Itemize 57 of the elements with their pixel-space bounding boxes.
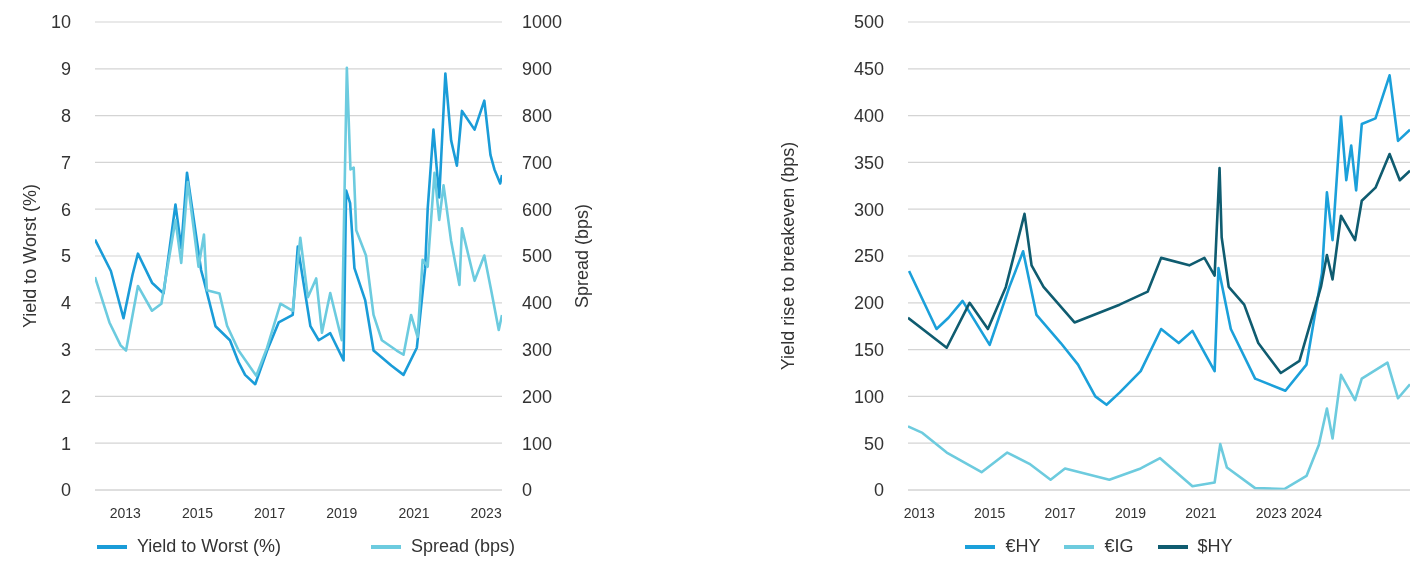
y-tick-label: 6: [60, 199, 71, 220]
y-tick-label: 200: [853, 293, 884, 314]
x-tick-label: 2017: [254, 504, 286, 521]
legend-label: Spread (bps): [410, 536, 516, 557]
line-series: [908, 152, 1410, 375]
y-tick-label: 100: [853, 386, 884, 407]
y-tick-label: 0: [873, 480, 884, 501]
x-tick-label: 2023: [1255, 504, 1288, 521]
y-tick-label: 4: [60, 293, 71, 314]
x-tick-label: 2015: [974, 504, 1006, 521]
x-tick-label: 2017: [1044, 504, 1076, 521]
y2-tick-label: 300: [522, 339, 553, 360]
y-tick-label: 2: [60, 386, 71, 407]
y-tick-label: 10: [50, 12, 71, 33]
y-tick-label: 300: [853, 199, 884, 220]
y2-tick-label: 700: [522, 152, 553, 173]
x-tick-label: 2021: [398, 504, 430, 521]
legend-label: €HY: [1005, 536, 1041, 557]
y-tick-label: 350: [853, 152, 884, 173]
x-tick-label: 2023: [470, 504, 502, 521]
x-tick-label: 2013: [903, 504, 936, 521]
y-axis-title: Yield to Worst (%): [20, 183, 41, 329]
y-tick-label: 450: [853, 59, 884, 80]
y2-tick-label: 900: [522, 59, 553, 80]
y2-tick-label: 0: [522, 480, 533, 501]
y2-tick-label: 400: [522, 293, 553, 314]
y2-tick-label: 500: [522, 246, 553, 267]
y2-tick-label: 100: [522, 433, 553, 454]
y-tick-label: 1: [60, 433, 71, 454]
y-tick-label: 8: [60, 105, 71, 126]
line-series: [908, 361, 1410, 490]
legend-label: $HY: [1197, 536, 1233, 557]
y2-tick-label: 800: [522, 105, 553, 126]
y-tick-label: 5: [60, 246, 71, 267]
y-tick-label: 150: [853, 339, 884, 360]
x-tick-label: 2019: [1114, 504, 1147, 521]
y-tick-label: 0: [60, 480, 71, 501]
y-tick-label: 500: [853, 12, 884, 33]
x-tick-label: 2015: [181, 504, 214, 521]
y2-axis-title: Spread (bps): [572, 203, 593, 309]
y-tick-label: 3: [60, 339, 71, 360]
y2-tick-label: 600: [522, 199, 553, 220]
legend-label: €IG: [1104, 536, 1134, 557]
y-tick-label: 9: [60, 59, 71, 80]
y-tick-label: 7: [60, 152, 71, 173]
y-tick-label: 400: [853, 105, 884, 126]
x-tick-label: 2024: [1290, 504, 1323, 521]
y2-tick-label: 1000: [522, 12, 563, 33]
y2-tick-label: 200: [522, 386, 553, 407]
y-tick-label: 250: [853, 246, 884, 267]
x-tick-label: 2019: [326, 504, 358, 521]
y-axis-title: Yield rise to breakeven (bps): [778, 141, 799, 371]
y-tick-label: 50: [863, 433, 884, 454]
line-series: [908, 74, 1410, 407]
x-tick-label: 2021: [1185, 504, 1217, 521]
legend-label: Yield to Worst (%): [136, 536, 281, 557]
x-tick-label: 2013: [109, 504, 142, 521]
